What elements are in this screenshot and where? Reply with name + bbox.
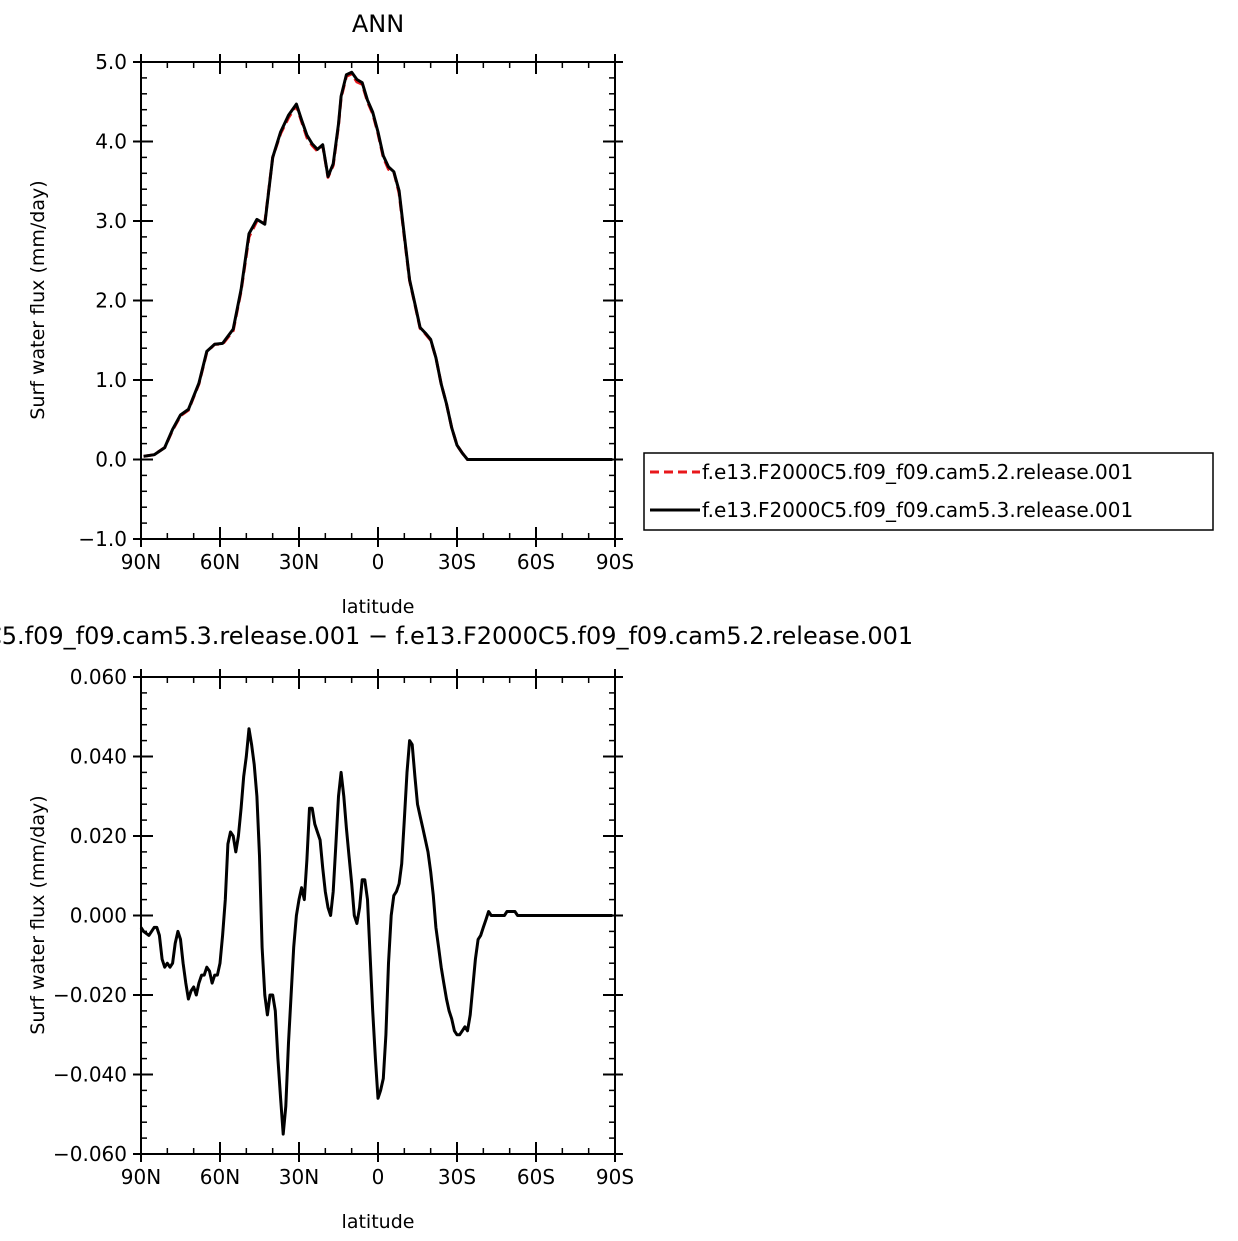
y-tick-label: −0.040 bbox=[53, 1063, 127, 1087]
y-tick-label: −0.020 bbox=[53, 983, 127, 1007]
x-tick-label: 30N bbox=[279, 1165, 319, 1189]
legend: f.e13.F2000C5.f09_f09.cam5.2.release.001… bbox=[643, 452, 1214, 531]
x-tick-label: 90S bbox=[596, 1165, 634, 1189]
y-tick-label: 2.0 bbox=[95, 289, 127, 313]
x-axis-label: latitude bbox=[342, 596, 415, 618]
y-tick-label: −1.0 bbox=[78, 527, 127, 551]
x-tick-label: 60S bbox=[517, 1165, 555, 1189]
legend-box bbox=[643, 452, 1214, 531]
x-tick-label: 60N bbox=[200, 550, 240, 574]
series-lines bbox=[139, 727, 613, 1136]
x-tick-label: 60N bbox=[200, 1165, 240, 1189]
y-tick-label: 4.0 bbox=[95, 130, 127, 154]
x-tick-label: 90N bbox=[121, 1165, 161, 1189]
x-tick-label: 60S bbox=[517, 550, 555, 574]
series-line-cam53 bbox=[143, 70, 613, 461]
y-tick-label: 0.000 bbox=[70, 904, 127, 928]
y-tick-label: 3.0 bbox=[95, 209, 127, 233]
y-axis-label: Surf water flux (mm/day) bbox=[27, 180, 49, 419]
x-axis-label: latitude bbox=[342, 1211, 415, 1233]
series-lines bbox=[143, 70, 613, 461]
difference-title: f.e13.F2000C5.f09_f09.cam5.3.release.001… bbox=[0, 622, 913, 650]
x-tick-label: 30S bbox=[438, 550, 476, 574]
y-tick-label: 0.040 bbox=[70, 745, 127, 769]
x-tick-label: 30S bbox=[438, 1165, 476, 1189]
y-axis-label: Surf water flux (mm/day) bbox=[27, 795, 49, 1034]
x-axis: 90N 60N 30N 0 30S 60S 90S bbox=[121, 54, 634, 574]
y-axis: −0.060 −0.040 −0.020 0.000 0.020 0.040 0.060 bbox=[53, 665, 623, 1166]
panel-surf-water-flux: ANN 90N 60N 30N 0 30S 60S 90S −1.0 0.0 1.0 2.0 3.0… bbox=[27, 10, 634, 618]
chart-title: ANN bbox=[352, 10, 404, 38]
x-tick-label: 90N bbox=[121, 550, 161, 574]
y-tick-label: 0.0 bbox=[95, 448, 127, 472]
x-tick-label: 0 bbox=[372, 550, 385, 574]
x-axis: 90N 60N 30N 0 30S 60S 90S bbox=[121, 669, 634, 1189]
y-tick-label: 1.0 bbox=[95, 368, 127, 392]
legend-label-cam52: f.e13.F2000C5.f09_f09.cam5.2.release.001 bbox=[702, 460, 1133, 484]
series-line-difference bbox=[139, 727, 613, 1136]
panel-difference: f.e13.F2000C5.f09_f09.cam5.3.release.001… bbox=[0, 622, 913, 1233]
x-tick-label: 30N bbox=[279, 550, 319, 574]
y-tick-label: 0.020 bbox=[70, 824, 127, 848]
x-tick-label: 0 bbox=[372, 1165, 385, 1189]
legend-label-cam53: f.e13.F2000C5.f09_f09.cam5.3.release.001 bbox=[702, 498, 1133, 522]
y-tick-label: 5.0 bbox=[95, 50, 127, 74]
y-tick-label: 0.060 bbox=[70, 665, 127, 689]
x-tick-label: 90S bbox=[596, 550, 634, 574]
y-tick-label: −0.060 bbox=[53, 1142, 127, 1166]
y-axis: −1.0 0.0 1.0 2.0 3.0 4.0 5.0 bbox=[78, 50, 623, 551]
